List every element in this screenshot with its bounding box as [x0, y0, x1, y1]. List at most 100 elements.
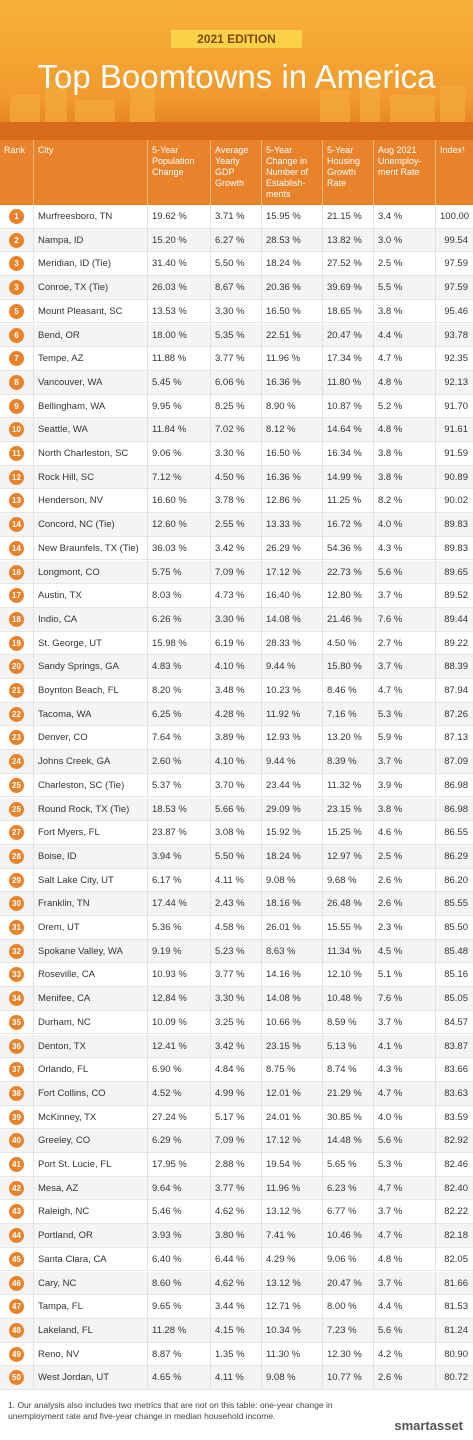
value-cell: 6.25 %: [147, 702, 210, 726]
city-cell: Charleston, SC (Tie): [33, 773, 147, 797]
value-cell: 3.77 %: [210, 1176, 261, 1200]
rank-cell: 1: [0, 205, 33, 228]
rank-badge: 31: [9, 920, 24, 935]
value-cell: 89.44: [435, 607, 473, 631]
city-cell: Raleigh, NC: [33, 1200, 147, 1224]
table-row: 45 Santa Clara, CA 6.40 % 6.44 % 4.29 % 9.06 …: [0, 1247, 473, 1272]
value-cell: 7.64 %: [147, 726, 210, 750]
rank-badge: 43: [9, 1204, 24, 1220]
value-cell: 8.87 %: [147, 1342, 210, 1366]
rank-badge: 32: [9, 943, 24, 959]
value-cell: 8.90 %: [261, 394, 322, 418]
value-cell: 4.0 %: [373, 513, 435, 536]
column-header: Index¹: [435, 140, 473, 205]
rank-badge: 14: [9, 517, 24, 533]
table-row: 49 Reno, NV 8.87 % 1.35 % 11.30 % 12.30 % 4.2 …: [0, 1342, 473, 1367]
value-cell: 3.93 %: [147, 1224, 210, 1247]
value-cell: 19.54 %: [261, 1153, 322, 1176]
value-cell: 15.25 %: [322, 821, 373, 844]
city-cell: Durham, NC: [33, 1010, 147, 1034]
rank-badge: 33: [9, 967, 24, 983]
value-cell: 16.36 %: [261, 370, 322, 394]
value-cell: 9.19 %: [147, 939, 210, 963]
table-row: 35 Durham, NC 10.09 % 3.25 % 10.66 % 8.59 % 3.…: [0, 1010, 473, 1035]
value-cell: 85.55: [435, 892, 473, 915]
value-cell: 10.93 %: [147, 963, 210, 987]
value-cell: 8.74 %: [322, 1058, 373, 1081]
value-cell: 2.5 %: [373, 252, 435, 276]
rank-cell: 20: [0, 655, 33, 678]
value-cell: 11.34 %: [322, 939, 373, 963]
rank-badge: 9: [9, 398, 24, 414]
column-header: Average Yearly GDP Growth: [210, 140, 261, 205]
value-cell: 5.3 %: [373, 1153, 435, 1176]
table-row: 28 Boise, ID 3.94 % 5.50 % 18.24 % 12.97 % 2.5…: [0, 844, 473, 869]
value-cell: 3.8 %: [373, 299, 435, 323]
value-cell: 26.48 %: [322, 892, 373, 915]
rank-badge: 2: [9, 232, 24, 248]
value-cell: 9.06 %: [322, 1247, 373, 1271]
value-cell: 3.7 %: [373, 584, 435, 607]
value-cell: 5.17 %: [210, 1105, 261, 1129]
value-cell: 18.00 %: [147, 323, 210, 347]
rank-cell: 44: [0, 1224, 33, 1247]
value-cell: 3.70 %: [210, 773, 261, 797]
table-row: 25 Round Rock, TX (Tie) 18.53 % 5.66 % 29.09…: [0, 797, 473, 822]
value-cell: 24.01 %: [261, 1105, 322, 1129]
rank-badge: 17: [9, 588, 24, 604]
value-cell: 3.25 %: [210, 1010, 261, 1034]
value-cell: 28.33 %: [261, 631, 322, 655]
city-cell: Murfreesboro, TN: [33, 205, 147, 228]
rank-badge: 46: [9, 1275, 24, 1291]
value-cell: 11.80 %: [322, 370, 373, 394]
rank-badge: 39: [9, 1109, 24, 1125]
value-cell: 14.16 %: [261, 963, 322, 987]
value-cell: 10.23 %: [261, 679, 322, 702]
value-cell: 6.40 %: [147, 1247, 210, 1271]
value-cell: 16.60 %: [147, 489, 210, 513]
rank-badge: 49: [9, 1346, 24, 1362]
value-cell: 85.05: [435, 987, 473, 1010]
value-cell: 3.30 %: [210, 607, 261, 631]
city-cell: Tempe, AZ: [33, 347, 147, 370]
value-cell: 8.75 %: [261, 1058, 322, 1081]
value-cell: 39.69 %: [322, 276, 373, 299]
table-row: 21 Boynton Beach, FL 8.20 % 3.48 % 10.23 % 8.…: [0, 679, 473, 703]
table-row: 31 Orem, UT 5.36 % 4.58 % 26.01 % 15.55 % 2.3 …: [0, 916, 473, 940]
rank-badge: 7: [9, 351, 24, 367]
value-cell: 3.77 %: [210, 963, 261, 987]
rank-cell: 24: [0, 750, 33, 773]
value-cell: 86.55: [435, 821, 473, 844]
skyline: [0, 75, 473, 140]
value-cell: 2.88 %: [210, 1153, 261, 1176]
value-cell: 18.16 %: [261, 892, 322, 915]
value-cell: 99.54: [435, 228, 473, 252]
table-row: 36 Denton, TX 12.41 % 3.42 % 23.15 % 5.13 % 4.…: [0, 1034, 473, 1059]
value-cell: 3.7 %: [373, 1200, 435, 1224]
rank-cell: 39: [0, 1106, 33, 1129]
table-row: 16 Longmont, CO 5.75 % 7.09 % 17.12 % 22.73 %…: [0, 560, 473, 585]
value-cell: 7.23 %: [322, 1318, 373, 1342]
value-cell: 2.6 %: [373, 1366, 435, 1389]
rank-cell: 42: [0, 1177, 33, 1200]
value-cell: 82.92: [435, 1129, 473, 1152]
value-cell: 7.6 %: [373, 987, 435, 1010]
value-cell: 3.30 %: [210, 442, 261, 465]
value-cell: 17.34 %: [322, 347, 373, 370]
value-cell: 20.36 %: [261, 276, 322, 299]
value-cell: 4.50 %: [210, 465, 261, 489]
value-cell: 5.75 %: [147, 560, 210, 584]
rank-badge: 22: [9, 706, 24, 722]
value-cell: 4.4 %: [373, 323, 435, 347]
value-cell: 4.6 %: [373, 821, 435, 844]
value-cell: 16.40 %: [261, 584, 322, 607]
value-cell: 3.8 %: [373, 797, 435, 821]
value-cell: 4.8 %: [373, 370, 435, 394]
value-cell: 18.24 %: [261, 844, 322, 868]
value-cell: 15.98 %: [147, 631, 210, 655]
value-cell: 83.66: [435, 1058, 473, 1081]
value-cell: 2.7 %: [373, 631, 435, 655]
city-cell: Concord, NC (Tie): [33, 513, 147, 536]
rank-badge: 34: [9, 991, 24, 1007]
rank-badge: 1: [9, 209, 24, 224]
